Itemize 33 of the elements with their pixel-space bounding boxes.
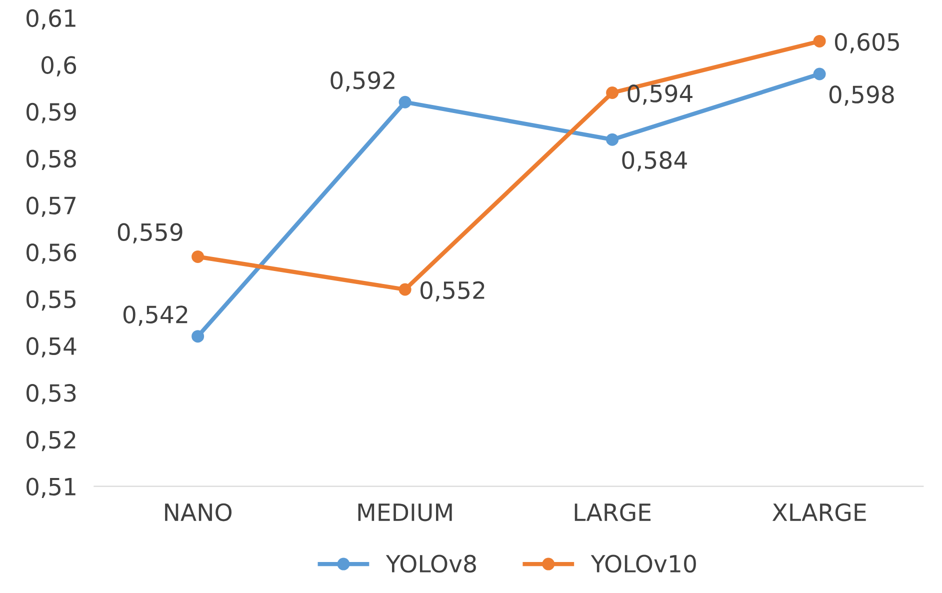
- x-tick-label: LARGE: [574, 503, 651, 522]
- point: [192, 250, 204, 263]
- x-tick-label: XLARGE: [772, 503, 866, 522]
- data-label: 0,605: [834, 32, 899, 54]
- y-tick-label: 0,54: [26, 337, 76, 358]
- data-label: 0,552: [420, 281, 484, 302]
- data-label: 0,584: [622, 151, 687, 172]
- point: [606, 133, 619, 146]
- y-tick-label: 0,57: [26, 196, 76, 217]
- y-tick-label: 0,6: [42, 56, 76, 76]
- data-label: 0,594: [628, 84, 692, 105]
- data-label: 0,592: [330, 71, 394, 92]
- point: [606, 86, 619, 99]
- point: [398, 283, 412, 296]
- y-tick-label: 0,52: [26, 430, 76, 452]
- y-tick-label: 0,51: [26, 478, 76, 498]
- x-tick-label: MEDIUM: [358, 504, 452, 522]
- y-tick-label: 0,56: [26, 243, 76, 264]
- y-tick-label: 0,55: [26, 290, 76, 311]
- data-label: 0,542: [123, 306, 188, 326]
- data-label: 0,598: [829, 86, 894, 106]
- point: [192, 330, 204, 343]
- y-tick-label: 0,53: [26, 384, 76, 404]
- legend-label: YOLOv8: [386, 554, 476, 573]
- x-tick-label: NANO: [165, 503, 232, 522]
- point: [813, 68, 826, 80]
- point: [813, 34, 826, 48]
- y-tick-label: 0,59: [26, 102, 76, 124]
- legend-label: YOLOv10: [590, 554, 696, 573]
- y-tick-label: 0,58: [26, 150, 76, 170]
- data-label: 0,559: [118, 223, 182, 244]
- y-tick-label: 0,61: [26, 9, 76, 30]
- point: [398, 96, 412, 108]
